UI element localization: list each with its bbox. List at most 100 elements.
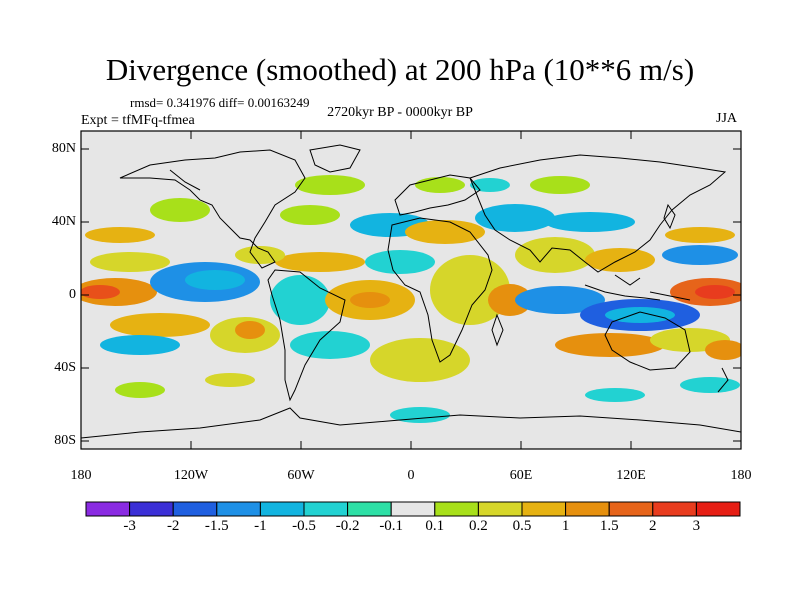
- contour-blob: [350, 292, 390, 308]
- colorbar: [85, 501, 741, 517]
- contour-blob: [205, 373, 255, 387]
- coast-borneo: [614, 274, 641, 286]
- contour-blob: [365, 250, 435, 274]
- lat-label: 0: [69, 287, 76, 302]
- colorbar-box: [172, 501, 218, 517]
- colorbar-box: [434, 501, 479, 517]
- coast-indonesia: [584, 284, 661, 301]
- lon-label: 120E: [616, 468, 646, 483]
- coast-new-zealand: [717, 367, 729, 393]
- contour-blob: [515, 286, 605, 314]
- coast-madagascar: [491, 313, 504, 347]
- period-text: 2720kyr BP - 0000kyr BP: [327, 105, 473, 120]
- lon-label: 180: [730, 468, 752, 483]
- colorbar-label: 0.5: [512, 518, 532, 534]
- lon-label: 180: [70, 468, 92, 483]
- coast-asia: [469, 154, 727, 273]
- contour-blob: [115, 382, 165, 398]
- lat-label: 40N: [51, 214, 76, 229]
- coast-africa: [387, 217, 493, 363]
- experiment-label: Expt = tfMFq-tfmea: [81, 113, 195, 128]
- colorbar-box: [85, 501, 131, 517]
- colorbar-box: [390, 501, 436, 517]
- contour-blob: [585, 388, 645, 402]
- coast-alaska: [169, 169, 201, 191]
- colorbar-box: [477, 501, 523, 517]
- contour-blob: [390, 407, 450, 423]
- contour-blob: [695, 285, 735, 299]
- contour-blob: [85, 227, 155, 243]
- coast-north-america: [119, 149, 306, 269]
- contour-blob: [110, 313, 210, 337]
- contour-blob: [665, 227, 735, 243]
- contour-blob: [515, 237, 595, 273]
- contour-blob: [475, 204, 555, 232]
- colorbar-label: -1: [254, 518, 267, 534]
- contour-blob: [662, 245, 738, 265]
- colorbar-label: -2: [166, 518, 180, 534]
- colorbar-box: [608, 501, 654, 517]
- colorbar-label: -0.2: [335, 518, 360, 534]
- contour-blob: [488, 284, 532, 316]
- contour-blob: [470, 178, 510, 192]
- coast-japan: [663, 203, 676, 230]
- colorbar-label: -1.5: [204, 518, 229, 534]
- colorbar-box: [695, 501, 741, 517]
- coast-antarctica: [81, 407, 741, 439]
- contour-blob: [430, 255, 510, 325]
- coast-south-america: [267, 269, 346, 402]
- lon-label: 60E: [509, 468, 533, 483]
- lat-label: 80S: [54, 433, 76, 448]
- contour-blob: [680, 377, 740, 393]
- season-label: JJA: [716, 111, 738, 126]
- colorbar-box: [216, 501, 261, 517]
- divergence-field: [81, 175, 741, 423]
- colorbar-label: 2: [649, 518, 657, 534]
- colorbar-box: [652, 501, 697, 517]
- coast-new-guinea: [649, 291, 691, 301]
- coastlines: [81, 144, 741, 439]
- colorbar-box: [347, 501, 392, 517]
- axis-ticks: [81, 131, 741, 449]
- lon-label: 0: [407, 468, 415, 483]
- contour-blob: [185, 270, 245, 290]
- colorbar-label: 0.1: [425, 518, 445, 534]
- contour-blob: [405, 220, 485, 244]
- stats-text: rmsd= 0.341976 diff= 0.00163249: [130, 95, 310, 110]
- colorbar-box: [303, 501, 349, 517]
- contour-blob: [235, 246, 285, 264]
- contour-blob: [605, 307, 675, 323]
- colorbar-label: -0.5: [292, 518, 316, 534]
- lat-label: 80N: [51, 141, 76, 156]
- colorbar-label: -0.1: [379, 518, 404, 534]
- coast-greenland: [309, 144, 361, 173]
- lon-label: 120W: [173, 468, 209, 483]
- contour-blob: [81, 285, 120, 299]
- contour-blob: [290, 331, 370, 359]
- lat-label: 40S: [54, 360, 76, 375]
- coast-europe: [394, 174, 481, 216]
- contour-blob: [415, 177, 465, 193]
- lon-label: 60W: [287, 468, 315, 483]
- colorbar-label: 0.2: [469, 518, 488, 534]
- coast-australia: [604, 311, 691, 371]
- colorbar-label: 3: [692, 518, 701, 534]
- contour-blob: [280, 205, 340, 225]
- contour-blob: [275, 252, 365, 272]
- colorbar-box: [565, 501, 610, 517]
- map-title: Divergence (smoothed) at 200 hPa (10**6 …: [105, 52, 695, 87]
- contour-blob: [705, 340, 741, 360]
- contour-blob: [100, 335, 180, 355]
- colorbar-label: 1: [561, 518, 570, 534]
- contour-blob: [235, 321, 265, 339]
- contour-blob: [90, 252, 170, 272]
- colorbar-box: [259, 501, 305, 517]
- colorbar-label: 1.5: [599, 518, 619, 534]
- colorbar-box: [129, 501, 174, 517]
- contour-blob: [150, 198, 210, 222]
- contour-blob: [545, 212, 635, 232]
- colorbar-label: -3: [123, 518, 136, 534]
- contour-blob: [270, 275, 330, 325]
- contour-blob: [530, 176, 590, 194]
